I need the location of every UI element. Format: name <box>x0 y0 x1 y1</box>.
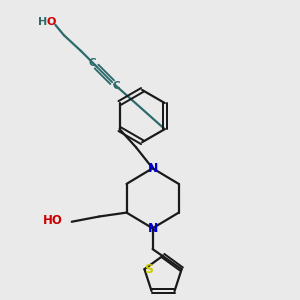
Text: C: C <box>112 81 120 91</box>
Text: H: H <box>38 17 47 27</box>
Text: S: S <box>144 263 153 276</box>
Text: O: O <box>47 17 56 27</box>
Text: N: N <box>147 222 158 235</box>
Text: C: C <box>88 58 96 68</box>
Text: HO: HO <box>43 214 63 227</box>
Text: N: N <box>147 162 158 175</box>
